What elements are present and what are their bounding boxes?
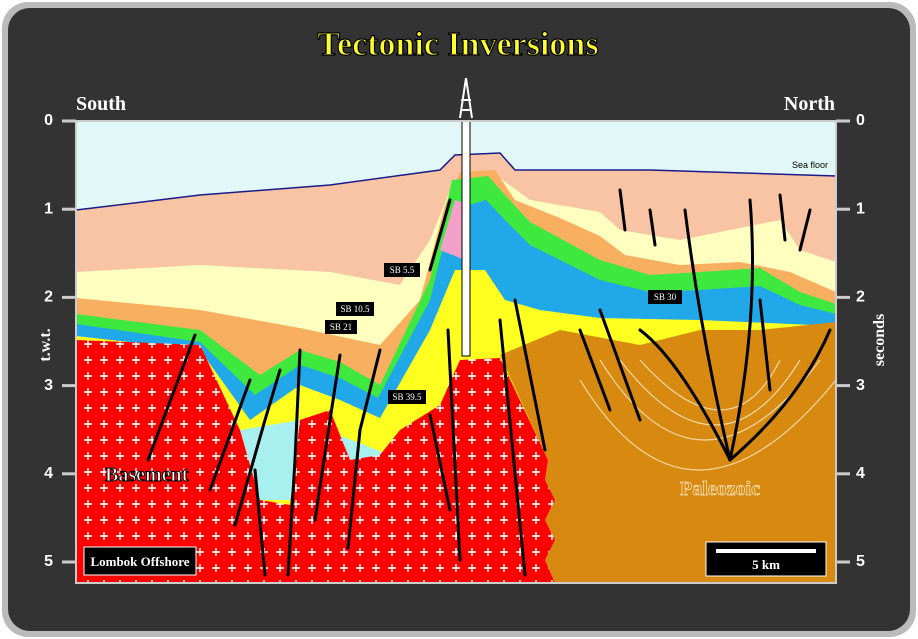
tick-label: 1 xyxy=(856,200,865,217)
title: Tectonic Inversions xyxy=(317,26,598,63)
location-label: Lombok Offshore xyxy=(90,554,189,569)
tick-label: 4 xyxy=(856,465,865,482)
tick-label: 0 xyxy=(856,112,865,129)
sb-30: SB 30 xyxy=(648,290,682,304)
sb-5-5: SB 5.5 xyxy=(384,263,420,277)
tick-label: 2 xyxy=(44,289,53,306)
tick-label: 5 xyxy=(856,553,865,570)
tick-label: 4 xyxy=(44,465,53,482)
tick-label: 2 xyxy=(856,289,865,306)
scale-label: 5 km xyxy=(752,557,780,572)
north-label: North xyxy=(784,93,835,115)
sb-10-5: SB 10.5 xyxy=(336,302,374,316)
sb-label: SB 39.5 xyxy=(392,392,422,402)
sb-21: SB 21 xyxy=(325,320,357,334)
sb-label: SB 30 xyxy=(654,292,677,302)
faults xyxy=(146,188,832,577)
plot-border xyxy=(75,120,837,584)
sea-floor-label: Sea floor xyxy=(792,160,828,170)
tick-label: 1 xyxy=(44,200,53,217)
derrick xyxy=(459,77,473,119)
section xyxy=(76,121,836,583)
basement xyxy=(76,340,555,583)
sb-39-5: SB 39.5 xyxy=(388,390,426,404)
scale-bar: 5 km xyxy=(705,541,827,577)
tick-label: 5 xyxy=(44,553,53,570)
location-box: Lombok Offshore xyxy=(83,546,197,576)
left-axis-label: t.w.t. xyxy=(37,328,54,361)
basement-label: Basement xyxy=(105,464,189,486)
right-axis-label: seconds xyxy=(871,314,888,366)
well xyxy=(461,121,471,357)
ticks: 0 0 1 1 2 2 3 3 4 4 5 5 xyxy=(44,112,865,570)
sb-label: SB 5.5 xyxy=(390,265,415,275)
sb-label: SB 10.5 xyxy=(340,304,370,314)
tick-label: 3 xyxy=(44,377,53,394)
south-label: South xyxy=(76,93,126,115)
paleozoic-label: Paleozoic xyxy=(680,478,760,500)
tick-label: 0 xyxy=(44,112,53,129)
sb-label: SB 21 xyxy=(330,322,352,332)
tick-label: 3 xyxy=(856,377,865,394)
